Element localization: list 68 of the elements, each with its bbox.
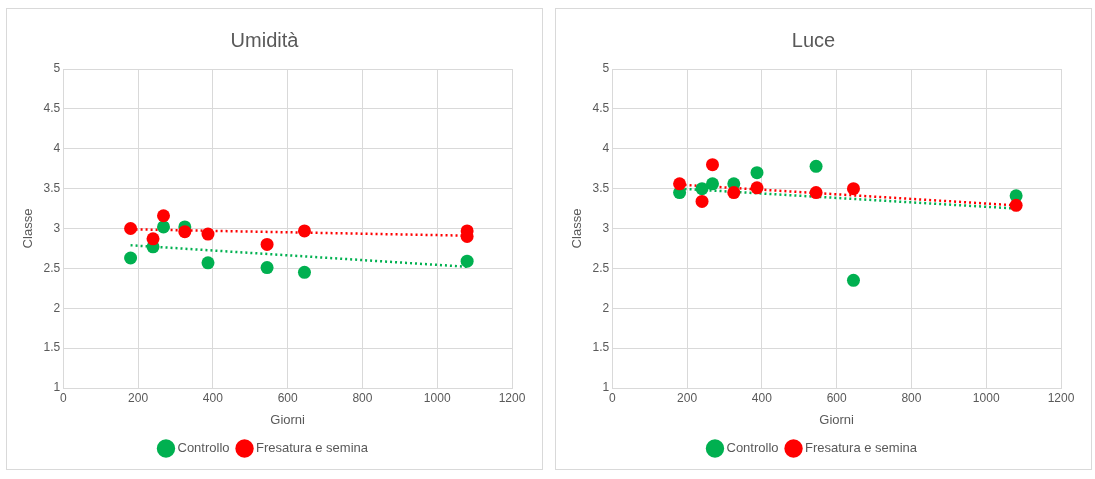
point: [297, 224, 311, 238]
x-tick-label: 800: [901, 390, 922, 405]
point: [706, 158, 719, 172]
chart-title: Luce: [791, 28, 836, 51]
x-tick-label: 400: [202, 390, 224, 405]
y-tick-label: 2: [602, 300, 610, 315]
y-tick-label: 3: [53, 220, 61, 235]
legend-label: Controllo: [726, 440, 779, 456]
legend-label: Fresatura e semina: [256, 440, 369, 456]
y-tick-label: 3: [602, 220, 610, 235]
y-tick-label: 1: [53, 380, 61, 395]
y-axis-title: Classe: [20, 208, 36, 249]
legend-label: Fresatura e semina: [805, 440, 918, 456]
y-tick-label: 1.5: [43, 340, 61, 355]
x-axis-title: Giorni: [819, 411, 855, 427]
point: [706, 177, 719, 191]
point: [260, 237, 274, 251]
point: [157, 209, 170, 223]
point: [201, 256, 215, 270]
point: [695, 194, 709, 208]
legend-label: Controllo: [177, 440, 230, 456]
point: [809, 186, 823, 200]
point: [460, 254, 474, 268]
x-tick-label: 1200: [498, 390, 526, 405]
x-tick-label: 0: [59, 390, 67, 405]
point: [124, 222, 138, 235]
point: [260, 261, 274, 275]
point: [201, 227, 215, 241]
point: [846, 182, 860, 196]
y-tick-label: 5: [53, 61, 61, 76]
y-tick-label: 1: [602, 380, 610, 395]
point: [846, 273, 860, 287]
y-tick-label: 4: [602, 141, 610, 156]
x-tick-label: 600: [826, 390, 847, 405]
x-tick-label: 200: [677, 390, 698, 405]
y-tick-label: 3.5: [43, 180, 61, 195]
x-tick-label: 600: [277, 390, 298, 405]
x-tick-label: 400: [751, 390, 773, 405]
y-tick-label: 2.5: [43, 260, 61, 275]
y-tick-label: 4.5: [43, 101, 61, 116]
y-tick-label: 5: [602, 61, 610, 76]
point: [750, 166, 764, 180]
point: [124, 251, 138, 265]
point: [146, 232, 160, 246]
y-tick-label: 2: [53, 300, 61, 315]
y-tick-label: 2.5: [592, 260, 610, 275]
x-tick-label: 800: [352, 390, 373, 405]
chart-title: Umidità: [230, 28, 300, 51]
x-axis-title: Giorni: [270, 411, 306, 427]
y-tick-label: 4: [53, 141, 61, 156]
x-tick-label: 0: [608, 390, 616, 405]
point: [178, 225, 192, 239]
point: [750, 181, 764, 195]
point: [727, 186, 741, 200]
x-tick-label: 1000: [972, 390, 1000, 405]
point: [1009, 198, 1023, 212]
x-tick-label: 200: [128, 390, 149, 405]
point: [157, 220, 170, 234]
y-tick-label: 1.5: [592, 340, 610, 355]
point: [695, 182, 709, 196]
point: [297, 265, 311, 279]
point: [809, 159, 823, 173]
y-axis-title: Classe: [569, 208, 585, 249]
x-tick-label: 1000: [423, 390, 451, 405]
y-tick-label: 4.5: [592, 101, 610, 116]
point: [673, 177, 687, 191]
x-tick-label: 1200: [1047, 390, 1075, 405]
y-tick-label: 3.5: [592, 180, 610, 195]
